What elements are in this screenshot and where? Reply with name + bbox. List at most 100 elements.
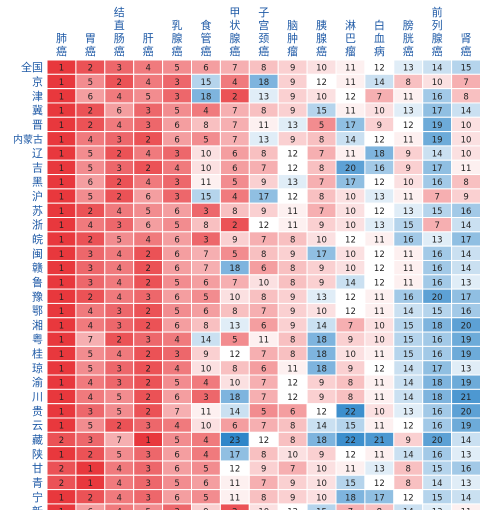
cell-value: 10 — [316, 479, 327, 489]
cell-value: 3 — [203, 236, 208, 246]
cell-value: 9 — [319, 264, 324, 274]
cell-value: 11 — [287, 364, 298, 374]
cell-value: 18 — [229, 264, 240, 274]
cell-value: 8 — [463, 178, 468, 188]
cell-value: 16 — [432, 92, 443, 102]
row-label: 宁 — [32, 490, 43, 504]
cell-value: 10 — [316, 307, 327, 317]
cell-value: 4 — [232, 193, 237, 203]
cell-value: 9 — [203, 350, 208, 360]
heatmap-cell — [451, 503, 482, 510]
cell-value: 4 — [145, 178, 150, 188]
cell-value: 11 — [374, 422, 385, 432]
cell-value: 12 — [403, 493, 414, 503]
cell-value: 13 — [461, 479, 472, 489]
cell-value: 15 — [403, 336, 414, 346]
cell-value: 11 — [201, 178, 212, 188]
cell-value: 5 — [88, 422, 93, 432]
cell-value: 3 — [117, 321, 122, 331]
cell-value: 11 — [345, 465, 356, 475]
cell-value: 13 — [461, 364, 472, 374]
cell-value: 12 — [374, 278, 385, 288]
cell-value: 11 — [461, 508, 472, 510]
cell-value: 16 — [461, 307, 472, 317]
cell-value: 2 — [59, 479, 64, 489]
cell-value: 8 — [290, 278, 295, 288]
cell-value: 3 — [117, 164, 122, 174]
cell-value: 23 — [229, 436, 240, 446]
cell-value: 14 — [374, 78, 385, 88]
cell-value: 10 — [345, 350, 356, 360]
cell-value: 11 — [403, 193, 414, 203]
cell-value: 6 — [203, 479, 208, 489]
cell-value: 2 — [145, 393, 150, 403]
cell-value: 11 — [374, 450, 385, 460]
cell-value: 10 — [316, 236, 327, 246]
cell-value: 20 — [461, 321, 472, 331]
cell-value: 5 — [88, 350, 93, 360]
cell-value: 1 — [59, 121, 64, 131]
cell-value: 10 — [374, 336, 385, 346]
cell-value: 15 — [461, 64, 472, 74]
cell-value: 10 — [461, 150, 472, 160]
cell-value: 1 — [59, 422, 64, 432]
cell-value: 5 — [174, 107, 179, 117]
cell-value: 2 — [88, 64, 93, 74]
cell-value: 10 — [201, 364, 212, 374]
heatmap-cell — [162, 503, 193, 510]
cell-value: 4 — [174, 336, 179, 346]
cell-value: 1 — [59, 207, 64, 217]
cell-value: 14 — [461, 221, 472, 231]
cell-value: 7 — [261, 350, 266, 360]
cell-value: 11 — [374, 393, 385, 403]
cell-value: 5 — [145, 207, 150, 217]
cell-value: 13 — [432, 508, 443, 510]
cell-value: 10 — [316, 465, 327, 475]
cell-value: 2 — [145, 278, 150, 288]
cell-value: 12 — [316, 407, 327, 417]
column-header: 乳腺癌 — [172, 19, 183, 58]
cell-value: 2 — [145, 135, 150, 145]
cell-value: 12 — [374, 135, 385, 145]
cell-value: 9 — [377, 121, 382, 131]
cell-value: 9 — [290, 250, 295, 260]
cell-value: 9 — [290, 64, 295, 74]
cell-value: 1 — [59, 92, 64, 102]
cell-value: 6 — [232, 422, 237, 432]
cell-value: 7 — [232, 64, 237, 74]
cell-value: 8 — [319, 193, 324, 203]
cell-value: 6 — [203, 278, 208, 288]
cell-value: 9 — [290, 321, 295, 331]
cell-value: 4 — [174, 364, 179, 374]
cell-value: 19 — [461, 422, 472, 432]
row-label: 豫 — [32, 290, 43, 303]
cell-value: 3 — [145, 107, 150, 117]
cell-value: 1 — [145, 436, 150, 446]
cell-value: 12 — [374, 364, 385, 374]
cell-value: 3 — [174, 150, 179, 160]
cell-value: 18 — [201, 92, 212, 102]
cell-value: 20 — [345, 164, 356, 174]
cell-value: 6 — [174, 393, 179, 403]
cell-value: 10 — [229, 379, 240, 389]
cell-value: 7 — [261, 379, 266, 389]
cell-value: 6 — [117, 107, 122, 117]
cell-value: 7 — [88, 336, 93, 346]
cell-value: 13 — [316, 293, 327, 303]
cell-value: 8 — [290, 264, 295, 274]
cell-value: 17 — [345, 178, 356, 188]
cell-value: 11 — [345, 78, 356, 88]
cell-value: 1 — [59, 221, 64, 231]
row-label: 陕 — [32, 447, 43, 461]
row-label: 辽 — [32, 147, 43, 160]
cell-value: 5 — [232, 250, 237, 260]
cell-value: 3 — [88, 407, 93, 417]
cell-value: 8 — [203, 121, 208, 131]
cell-value: 7 — [290, 465, 295, 475]
cell-value: 7 — [319, 207, 324, 217]
cell-value: 1 — [59, 350, 64, 360]
heatmap-cell — [422, 503, 453, 510]
cell-value: 9 — [406, 436, 411, 446]
cell-value: 10 — [316, 64, 327, 74]
cell-value: 11 — [258, 121, 269, 131]
